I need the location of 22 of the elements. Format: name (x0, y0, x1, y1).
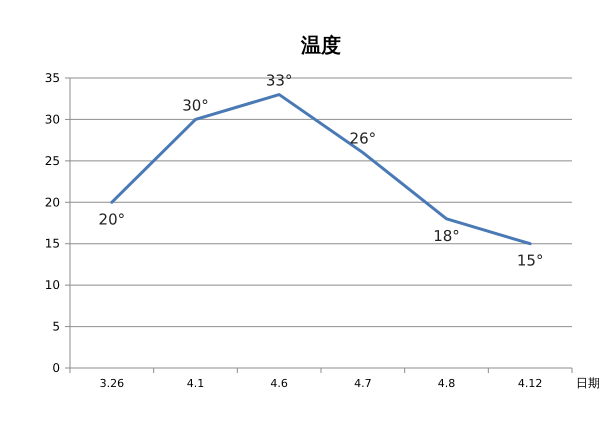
data-label: 15° (516, 252, 544, 270)
data-label: 30° (182, 96, 209, 114)
y-tick-label: 35 (44, 71, 60, 85)
y-tick-label: 5 (52, 320, 60, 334)
data-label: 26° (350, 130, 376, 148)
data-label: 20° (98, 210, 126, 228)
x-tick-label: 4.7 (354, 377, 372, 390)
x-tick-label: 4.12 (518, 377, 542, 390)
data-label: 18° (433, 226, 460, 245)
x-tick-label: 3.26 (100, 377, 124, 390)
x-tick-label: 4.8 (438, 377, 456, 390)
y-tick-label: 20 (44, 195, 60, 210)
y-tick-label: 0 (52, 361, 60, 375)
x-tick-label: 4.6 (270, 377, 288, 390)
y-tick-label: 10 (44, 278, 60, 292)
y-tick-label: 15 (44, 236, 60, 251)
y-tick-label: 30 (44, 112, 60, 126)
x-axis-title: 日期 (576, 376, 599, 390)
chart-title: 温度 (300, 33, 341, 57)
data-label: 33° (266, 72, 292, 90)
y-tick-label: 25 (44, 154, 60, 168)
x-tick-label: 4.1 (186, 377, 204, 390)
